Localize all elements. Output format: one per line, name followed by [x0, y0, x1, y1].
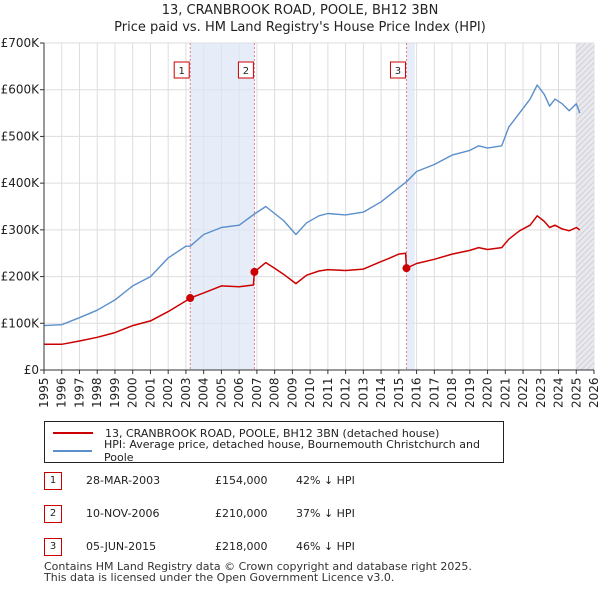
x-tick-label: 2012 — [339, 377, 353, 408]
sale-price: £218,000 — [215, 540, 268, 553]
x-tick-label: 2021 — [498, 377, 512, 408]
x-tick-label: 1998 — [90, 377, 104, 408]
sale-marker-label: 3 — [395, 66, 401, 77]
sale-number-badge: 2 — [44, 505, 62, 523]
x-tick-label: 2003 — [179, 377, 193, 408]
legend-hpi-swatch — [53, 450, 93, 452]
sale-hpi-diff: 37% ↓ HPI — [296, 507, 355, 520]
x-tick-label: 2008 — [268, 377, 282, 408]
x-tick-label: 2020 — [481, 377, 495, 408]
y-tick-label: £400K — [1, 176, 41, 190]
legend-item-property: 13, CRANBROOK ROAD, POOLE, BH12 3BN (det… — [53, 425, 439, 441]
x-tick-label: 2026 — [587, 377, 600, 408]
x-tick-label: 2013 — [356, 377, 370, 408]
footer-line-2: This data is licensed under the Open Gov… — [44, 571, 395, 584]
y-tick-label: £300K — [1, 223, 41, 237]
price-chart: 1 2 3 £0 £100K £200K £300K £400K £500K £600K £700… — [1, 36, 600, 408]
sale-marker-label: 2 — [243, 66, 249, 77]
forecast-region — [576, 43, 594, 370]
sale-marker-box — [237, 61, 254, 79]
x-tick-label: 2004 — [197, 377, 211, 408]
x-tick-label: 2011 — [321, 377, 335, 408]
sale-date: 10-NOV-2006 — [86, 507, 160, 520]
y-tick-label: £700K — [1, 36, 41, 50]
y-tick-label: £600K — [1, 83, 41, 97]
sale-date: 28-MAR-2003 — [86, 474, 161, 487]
x-tick-label: 2007 — [250, 377, 264, 408]
sale-point — [186, 294, 195, 303]
property-price-line — [44, 215, 581, 346]
legend-property-label: 13, CRANBROOK ROAD, POOLE, BH12 3BN (det… — [105, 426, 440, 440]
sale-date: 05-JUN-2015 — [86, 540, 157, 553]
x-tick-label: 2000 — [126, 377, 140, 408]
y-tick-label: £500K — [1, 129, 41, 143]
x-tick-label: 1999 — [108, 377, 122, 408]
y-tick-label: £200K — [1, 270, 41, 284]
chart-subtitle: Price paid vs. HM Land Registry's House … — [114, 20, 486, 35]
sale-price: £210,000 — [215, 507, 268, 520]
sale-point — [250, 267, 259, 276]
x-tick-label: 2016 — [410, 377, 424, 408]
x-tick-label: 2005 — [214, 377, 228, 408]
footer-line-1: Contains HM Land Registry data © Crown c… — [44, 560, 472, 573]
x-tick-label: 1995 — [37, 377, 51, 408]
sale-price: £154,000 — [215, 474, 268, 487]
ownership-region — [190, 43, 255, 370]
x-tick-label: 2001 — [143, 377, 157, 408]
x-tick-label: 1996 — [55, 377, 69, 408]
legend-hpi-label: HPI: Average price, detached house, Bour… — [104, 438, 480, 464]
y-tick-label: £0 — [24, 363, 39, 377]
legend-property-swatch — [53, 432, 93, 434]
x-tick-label: 2023 — [534, 377, 548, 408]
sale-point — [402, 264, 411, 273]
x-tick-label: 2006 — [232, 377, 246, 408]
sale-marker-box — [173, 61, 190, 79]
sale-row: 3 05-JUN-2015 £218,000 46% ↓ HPI — [44, 538, 464, 558]
x-tick-label: 2015 — [392, 377, 406, 408]
plot-area — [44, 43, 594, 370]
sale-marker-label: 1 — [179, 66, 185, 77]
x-tick-label: 2010 — [303, 377, 317, 408]
y-tick-label: £100K — [1, 316, 41, 330]
x-tick-label: 2024 — [552, 377, 566, 408]
sale-marker-box — [389, 61, 406, 79]
sale-number-badge: 3 — [44, 538, 62, 556]
x-tick-label: 2019 — [463, 377, 477, 408]
sale-hpi-diff: 46% ↓ HPI — [296, 540, 355, 553]
x-tick-label: 2014 — [374, 377, 388, 408]
x-tick-label: 2022 — [516, 377, 530, 408]
x-tick-label: 2009 — [285, 377, 299, 408]
x-tick-label: 1997 — [72, 377, 86, 408]
sale-row: 1 28-MAR-2003 £154,000 42% ↓ HPI — [44, 472, 464, 492]
sale-hpi-diff: 42% ↓ HPI — [296, 474, 355, 487]
ownership-region — [406, 43, 415, 370]
x-tick-label: 2025 — [569, 377, 583, 408]
sale-number-badge: 1 — [44, 472, 62, 490]
sale-row: 2 10-NOV-2006 £210,000 37% ↓ HPI — [44, 505, 464, 525]
footer-attribution: Contains HM Land Registry data © Crown c… — [44, 561, 472, 583]
chart-title: 13, CRANBROOK ROAD, POOLE, BH12 3BN — [161, 3, 439, 18]
x-tick-label: 2017 — [427, 377, 441, 408]
x-tick-label: 2002 — [161, 377, 175, 408]
hpi-line — [43, 84, 581, 327]
legend-item-hpi: HPI: Average price, detached house, Bour… — [53, 438, 503, 464]
x-tick-label: 2018 — [445, 377, 459, 408]
legend: 13, CRANBROOK ROAD, POOLE, BH12 3BN (det… — [44, 421, 504, 464]
